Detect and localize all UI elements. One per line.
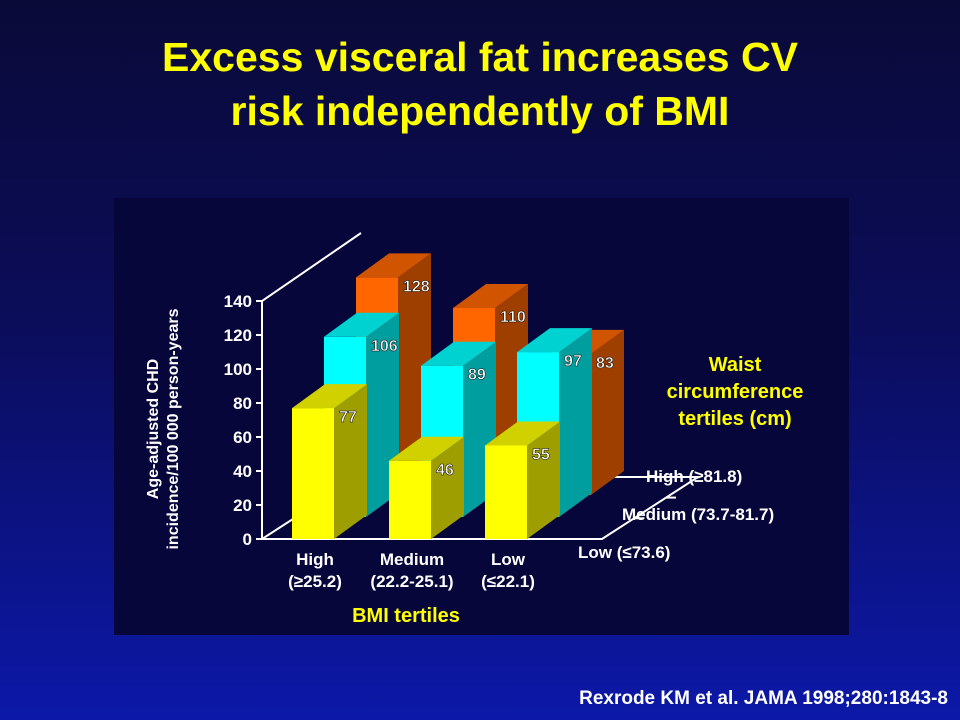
chart-panel: 0 20 40 60 80 100 120 140 Age-adjusted CHD incide… — [114, 198, 849, 635]
bar-side-face — [591, 329, 624, 495]
bar — [389, 436, 464, 539]
bar-top-face — [485, 421, 560, 446]
legend-title-line: Waist — [709, 354, 762, 376]
depth-axis-label: High (≥81.8) — [646, 467, 742, 486]
bar-side-face — [559, 328, 592, 517]
y-tick-label: 20 — [233, 496, 252, 515]
title-line-2: risk independently of BMI — [230, 88, 730, 134]
bar-value-label: 55 — [532, 447, 550, 464]
slide-title: Excess visceral fat increases CV risk in… — [0, 30, 960, 138]
x-category-label: Medium — [380, 550, 444, 569]
y-tick-label: 100 — [224, 360, 252, 379]
bar-top-face — [324, 312, 399, 337]
bar-top-face — [356, 253, 431, 278]
citation: Rexrode KM et al. JAMA 1998;280:1843-8 — [579, 688, 948, 709]
x-category-sublabel: (≤22.1) — [481, 572, 535, 591]
y-tick-label: 40 — [233, 462, 252, 481]
bar-value-label: 106 — [371, 338, 398, 355]
bar-value-label: 110 — [500, 309, 526, 326]
bar-front-face — [485, 445, 527, 539]
y-axis-label-line-1: Age-adjusted CHD — [145, 359, 162, 499]
bar-top-face — [292, 384, 367, 409]
bar-side-face — [431, 436, 464, 539]
legend-title-line: tertiles (cm) — [678, 408, 791, 430]
y-tick-label: 140 — [224, 292, 252, 311]
bar-top-face — [421, 341, 496, 366]
bar-top-face — [517, 328, 592, 353]
legend-title-line: circumference — [667, 381, 804, 403]
bar — [292, 384, 367, 539]
depth-axis-label: Low (≤73.6) — [578, 543, 670, 562]
y-tick-label: 120 — [224, 326, 252, 345]
bar-value-label: 83 — [596, 355, 614, 372]
bar-value-label: 97 — [564, 353, 582, 370]
bar — [485, 421, 560, 539]
y-axis-label-line-2: incidence/100 000 person-years — [165, 308, 182, 549]
x-category-sublabel: (≥25.2) — [288, 572, 342, 591]
bar-value-label: 89 — [468, 367, 486, 384]
x-category-label: High — [296, 550, 334, 569]
title-line-1: Excess visceral fat increases CV — [162, 34, 798, 80]
depth-axis-label: Medium (73.7-81.7) — [622, 505, 774, 524]
bar-side-face — [527, 421, 560, 539]
bar-front-face — [389, 460, 431, 539]
bar-top-face — [453, 284, 528, 308]
y-tick-label: 60 — [233, 428, 252, 447]
chd-bar-chart: 0 20 40 60 80 100 120 140 Age-adjusted CHD incide… — [145, 232, 804, 627]
y-tick-label: 80 — [233, 394, 252, 413]
y-tick-label: 0 — [243, 530, 252, 549]
bar-top-face — [389, 436, 464, 461]
bar-value-label: 77 — [339, 409, 357, 426]
x-axis-title: BMI tertiles — [352, 605, 460, 627]
bar-value-label: 128 — [403, 278, 430, 295]
bar-side-face — [334, 384, 367, 539]
x-category-label: Low — [491, 550, 526, 569]
x-category-sublabel: (22.2-25.1) — [370, 572, 453, 591]
bar-value-label: 46 — [436, 462, 454, 479]
bar-front-face — [292, 408, 334, 539]
